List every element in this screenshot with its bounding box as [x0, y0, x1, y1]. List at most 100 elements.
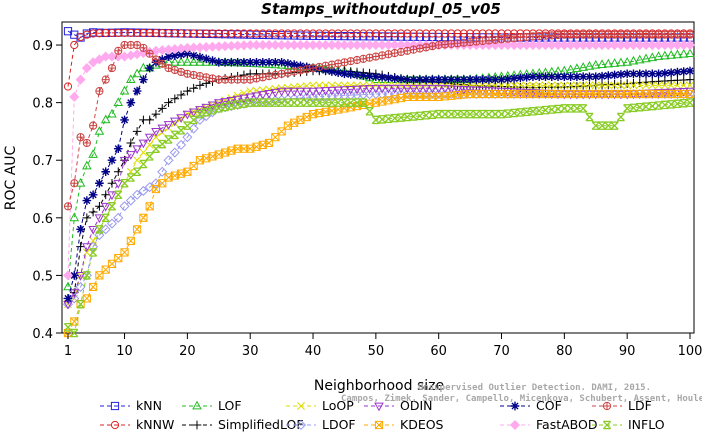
point-lof: [100, 114, 111, 124]
point-lof: [176, 56, 186, 66]
point-loop: [642, 81, 650, 90]
point-lof: [138, 62, 149, 72]
point-cof: [283, 59, 293, 68]
point-inflo: [63, 322, 73, 332]
point-ldof: [125, 195, 136, 206]
point-inflo: [685, 98, 695, 107]
point-knnw: [145, 28, 154, 38]
point-inflo: [378, 115, 387, 124]
point-lof: [597, 59, 607, 68]
legend-marker: [509, 419, 521, 431]
point-lof: [616, 57, 626, 67]
point-inflo: [604, 121, 613, 130]
point-knnw: [70, 40, 79, 50]
point-cof: [509, 74, 519, 83]
point-knnw: [378, 29, 387, 38]
point-loop: [629, 81, 638, 90]
point-cof: [157, 55, 167, 64]
point-inflo: [202, 107, 211, 117]
point-cof: [409, 75, 418, 84]
point-simplifiedlof: [183, 86, 192, 96]
point-odin: [119, 156, 130, 166]
point-cof: [478, 75, 487, 84]
series-ldf: [63, 30, 695, 211]
point-odin: [170, 117, 180, 127]
point-odin: [352, 85, 362, 95]
point-cof: [321, 66, 330, 75]
point-cof: [88, 190, 98, 200]
legend-marker: [110, 401, 120, 411]
point-knnw: [139, 28, 148, 38]
point-lof: [666, 50, 676, 59]
point-simplifiedlof: [164, 98, 173, 107]
point-cof: [541, 72, 550, 82]
point-knnw: [371, 29, 380, 38]
point-loop: [290, 83, 299, 92]
point-knnw: [340, 29, 349, 38]
point-fastabod: [81, 63, 92, 74]
legend-label: COF: [536, 398, 562, 413]
legend-marker: [602, 420, 612, 430]
x-axis-label: Neighborhood size: [314, 378, 444, 394]
point-odin: [440, 85, 450, 94]
point-odin: [226, 96, 237, 106]
point-knnw: [164, 29, 173, 38]
point-loop: [673, 81, 682, 90]
point-knnw: [252, 29, 261, 38]
point-knnw: [82, 30, 91, 39]
point-knnw: [170, 29, 179, 38]
point-lof: [113, 97, 124, 107]
point-cof: [572, 72, 582, 82]
point-cof: [622, 69, 632, 79]
point-fastabod: [62, 270, 74, 281]
point-kdeos: [133, 225, 142, 234]
point-cof: [170, 51, 180, 60]
point-inflo: [484, 109, 494, 119]
point-inflo: [258, 98, 267, 107]
point-loop: [145, 140, 154, 149]
point-knnw: [283, 29, 292, 38]
point-inflo: [321, 98, 330, 107]
point-knnw: [114, 28, 123, 38]
point-loop: [566, 81, 575, 90]
point-lof: [660, 50, 670, 60]
point-knnw: [396, 29, 406, 38]
point-cof: [453, 75, 462, 84]
point-simplifiedlof: [82, 213, 92, 223]
point-ldof: [100, 224, 111, 235]
point-knnw: [126, 28, 135, 38]
point-kdeos: [145, 202, 154, 211]
point-odin: [622, 90, 632, 100]
point-inflo: [572, 104, 581, 113]
point-cof: [139, 75, 148, 84]
point-lof: [685, 48, 695, 58]
series-line-odin: [67, 87, 691, 305]
point-knnw: [359, 29, 368, 38]
point-knnw: [409, 29, 418, 38]
point-knnw: [89, 29, 98, 38]
point-simplifiedlof: [151, 109, 161, 119]
legend-marker: [297, 402, 305, 410]
point-lof: [572, 63, 582, 73]
point-knnw: [133, 28, 142, 38]
point-cof: [189, 51, 198, 60]
point-inflo: [277, 98, 286, 107]
point-ldf: [107, 63, 117, 73]
point-odin: [320, 87, 331, 96]
point-cof: [82, 196, 92, 205]
point-inflo: [177, 126, 186, 135]
point-odin: [283, 87, 293, 97]
point-odin: [327, 86, 337, 96]
point-cof: [616, 70, 626, 79]
point-knnw: [302, 29, 311, 38]
point-odin: [201, 103, 212, 113]
point-cof: [195, 52, 205, 62]
point-inflo: [384, 114, 393, 124]
point-knnw: [95, 29, 104, 38]
point-cof: [421, 75, 431, 84]
point-inflo: [246, 98, 255, 107]
point-loop: [572, 81, 581, 90]
y-tick-label: 0.4: [32, 327, 53, 342]
point-ldof: [132, 189, 143, 200]
point-inflo: [579, 104, 588, 113]
